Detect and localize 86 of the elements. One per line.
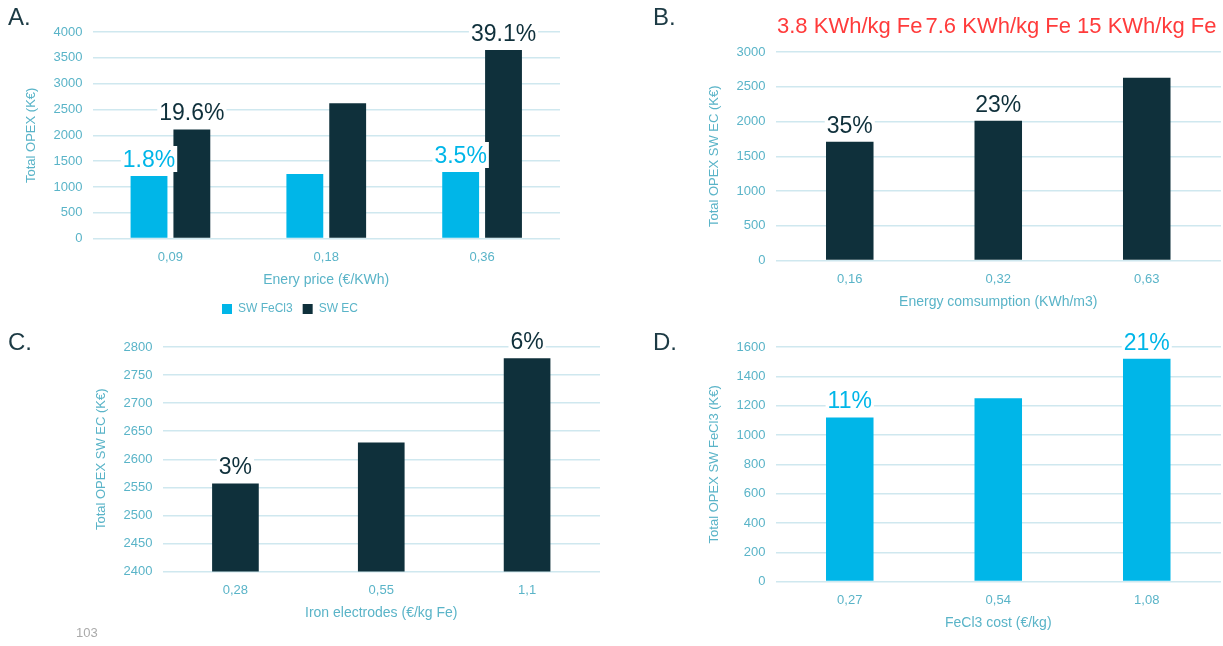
x-axis-title: Iron electrodes (€/kg Fe) [305, 604, 458, 621]
x-tick-label: 0,54 [985, 591, 1011, 607]
y-tick-label: 2600 [123, 450, 153, 466]
y-tick-label: 400 [743, 514, 766, 530]
y-tick-label: 2000 [736, 113, 766, 129]
x-tick-label: 0,63 [1134, 270, 1160, 286]
y-tick-label: 1000 [736, 426, 766, 442]
y-axis-title: Total OPEX (K€) [23, 87, 39, 183]
y-tick-label: 800 [743, 455, 766, 471]
annotation: 23% [975, 90, 1022, 117]
y-tick-label: 3000 [53, 75, 83, 91]
annotation: 1.8% [122, 145, 176, 172]
y-tick-label: 2500 [53, 101, 83, 117]
bar [286, 174, 324, 238]
y-tick-label: 2500 [123, 507, 153, 523]
y-tick-label: 0 [75, 230, 83, 246]
x-tick-label: 0,16 [837, 270, 863, 286]
bar [329, 103, 367, 238]
annotation: 3.5% [434, 141, 487, 168]
y-axis-title: Total OPEX SW FeCl3 (K€) [706, 385, 722, 544]
bar [173, 129, 211, 238]
y-tick-label: 1500 [53, 152, 83, 168]
bar [826, 417, 874, 581]
text: 7.6 KWh/kg Fe [925, 13, 1072, 39]
y-tick-label: 1000 [53, 178, 83, 194]
y-tick-label: 2650 [123, 422, 153, 438]
y-tick-label: 2550 [123, 478, 153, 494]
y-axis-title: Total OPEX SW EC (K€) [93, 388, 109, 531]
x-tick-label: 0,32 [985, 270, 1011, 286]
y-tick-label: 2400 [123, 563, 153, 579]
legend-label: SW FeCl3 [238, 301, 293, 316]
y-tick-label: 0 [758, 573, 766, 589]
chart-title: C. [8, 327, 32, 355]
bar [974, 120, 1023, 260]
y-tick-label: 1500 [736, 147, 766, 163]
x-tick-label: 1,1 [518, 581, 537, 597]
y-tick-label: 500 [60, 204, 83, 220]
chart-title: B. [653, 2, 676, 30]
bar [130, 176, 168, 238]
y-tick-label: 4000 [53, 23, 83, 39]
annotation: 21% [1123, 328, 1170, 355]
y-tick-label: 200 [743, 543, 766, 559]
text: 15 KWh/kg Fe [1077, 13, 1217, 39]
y-tick-label: 2450 [123, 535, 153, 551]
legend-label: SW EC [318, 301, 359, 316]
y-tick-label: 3500 [53, 49, 83, 65]
bar [974, 398, 1023, 581]
bar [442, 171, 480, 238]
y-tick-label: 1600 [736, 338, 766, 354]
y-tick-label: 600 [743, 485, 766, 501]
y-tick-label: 2000 [53, 126, 83, 142]
annotation: 19.6% [159, 99, 225, 126]
y-tick-label: 1000 [736, 182, 766, 198]
y-tick-label: 2750 [123, 366, 153, 382]
y-tick-label: 1400 [736, 367, 766, 383]
x-tick-label: 0,55 [368, 581, 394, 597]
chart-title: D. [653, 327, 677, 355]
y-tick-label: 500 [743, 217, 766, 233]
bar [1122, 358, 1171, 581]
annotation: 39.1% [470, 19, 537, 46]
y-tick-label: 3000 [736, 43, 766, 59]
x-axis-title: Energy comsumption (KWh/m3) [899, 293, 1098, 310]
y-tick-label: 1200 [736, 397, 766, 413]
x-tick-label: 0,36 [469, 248, 495, 264]
bar [1122, 77, 1171, 260]
y-tick-label: 2500 [736, 78, 766, 94]
bar [826, 141, 874, 260]
y-tick-label: 2700 [123, 394, 153, 410]
x-axis-title: Enery price (€/KWh) [263, 271, 390, 288]
x-tick-label: 0,28 [222, 581, 249, 597]
annotation: 3% [218, 453, 253, 480]
annotation: 6% [510, 328, 544, 355]
x-tick-label: 0,18 [313, 248, 339, 264]
annotation: 35% [826, 111, 873, 138]
bar [485, 50, 522, 238]
y-tick-label: 0 [758, 252, 766, 268]
text: 3.8 KWh/kg Fe [777, 13, 923, 39]
chart-title: A. [8, 2, 31, 30]
annotation: 11% [827, 387, 872, 414]
x-axis-title: FeCl3 cost (€/kg) [944, 614, 1052, 631]
x-tick-label: 0,27 [837, 591, 863, 607]
y-axis-title: Total OPEX SW EC (K€) [706, 85, 722, 228]
y-tick-label: 2800 [123, 338, 153, 354]
x-tick-label: 1,08 [1134, 591, 1160, 607]
x-tick-label: 0,09 [157, 248, 184, 264]
text: 103 [76, 625, 98, 641]
